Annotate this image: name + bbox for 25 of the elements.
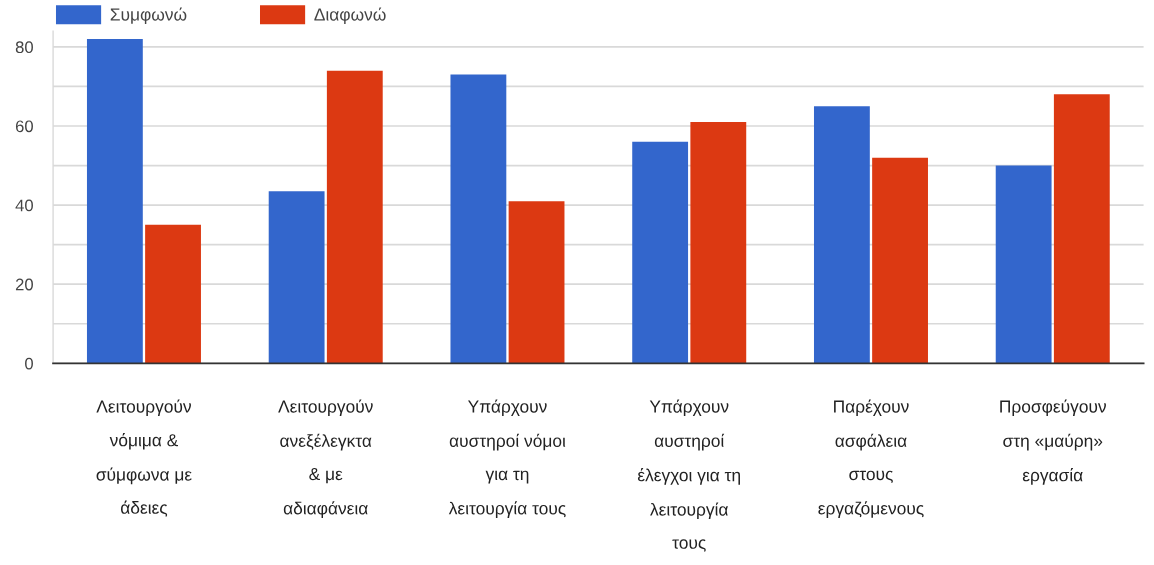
bar [86,38,143,364]
bar [268,191,325,364]
x-tick-label: Υπάρχουν αυστηροί νόμοι για τη λειτουργία τους [448,399,566,518]
bar [145,224,201,364]
legend-label: Συμφωνώ [110,7,187,25]
bar [632,141,689,364]
legend-label: Διαφωνώ [314,7,386,25]
bar [450,74,507,364]
bar [1053,94,1110,364]
bar [508,201,565,364]
x-tick-label: Προσφεύγουν στη «μαύρη» εργασία [1000,399,1106,485]
bar [995,165,1052,364]
y-tick-label: 80 [15,41,33,54]
bar [813,106,870,364]
y-tick-label: 60 [15,120,33,133]
x-tick-label: Υπάρχουν αυστηροί έλεγχοι για τη λειτουργία τους [637,399,740,552]
x-tick-label: Λειτουργούν ανεξέλεγκτα & με αδιαφάνεια [278,399,373,518]
bar [326,70,383,364]
y-tick-label: 20 [15,278,33,291]
x-tick-label: Λειτουργούν νόμιμα & σύμφωνα με άδειες [96,399,192,517]
x-tick-label: Παρέχουν ασφάλεια στους εργαζόμενους [818,399,924,518]
bar [872,157,928,364]
y-tick-label: 40 [15,199,33,212]
y-tick-label: 0 [25,357,33,370]
bar [690,122,747,364]
